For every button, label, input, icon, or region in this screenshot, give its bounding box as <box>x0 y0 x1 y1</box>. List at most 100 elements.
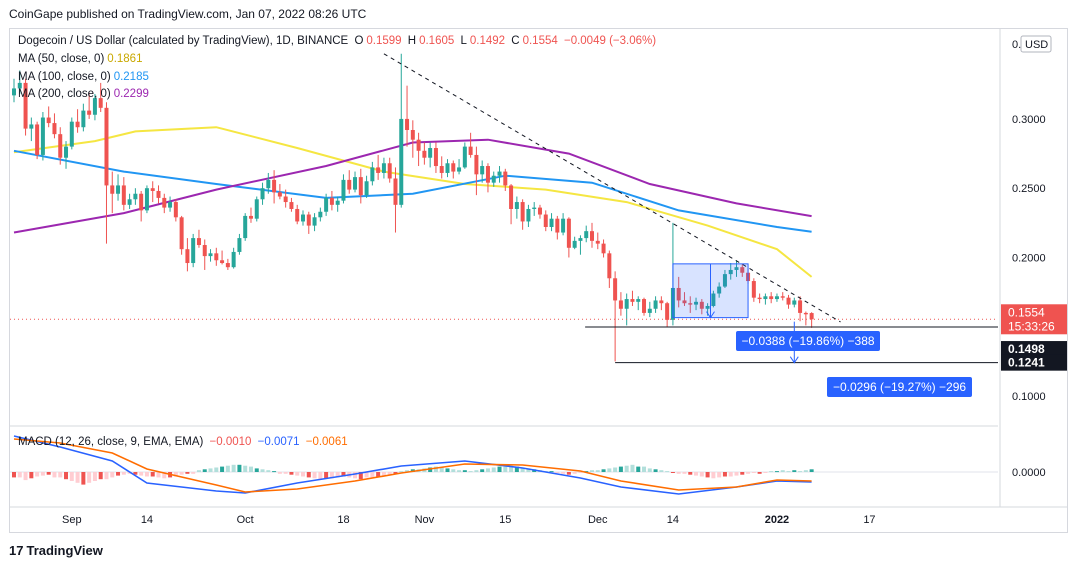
macd-histogram-bar <box>237 464 242 472</box>
candle-body <box>277 192 282 197</box>
time-tick-label: Nov <box>415 514 435 526</box>
ma50-legend[interactable]: MA (50, close, 0) 0.1861 <box>18 53 145 65</box>
time-tick-label: 14 <box>141 514 153 526</box>
time-tick-label: 18 <box>337 514 349 526</box>
macd-histogram-bar <box>618 466 623 472</box>
macd-histogram-bar <box>803 470 808 472</box>
macd-histogram-bar <box>254 468 259 472</box>
candle-body <box>69 121 74 147</box>
candle-body <box>491 175 496 183</box>
ohlc-open-value: 0.1599 <box>366 35 402 47</box>
macd-histogram-bar <box>561 472 566 474</box>
macd-histogram-bar <box>393 472 398 474</box>
time-tick-label: Sep <box>62 514 82 526</box>
macd-histogram-bar <box>75 472 80 483</box>
candle-body <box>618 300 623 309</box>
candle-body <box>763 296 768 300</box>
macd-histogram-bar <box>584 471 589 473</box>
candle-body <box>451 163 456 172</box>
macd-histogram-bar <box>734 472 739 476</box>
candle-body <box>144 188 149 211</box>
ohlc-high-value: 0.1605 <box>419 35 455 47</box>
descending-trendline[interactable] <box>383 53 841 323</box>
candle-body <box>740 267 745 273</box>
macd-histogram-bar <box>376 472 381 477</box>
time-tick-label: Dec <box>588 514 608 526</box>
macd-histogram-bar <box>208 468 213 472</box>
macd-histogram-bar <box>225 465 230 472</box>
chart-panel[interactable]: 0.10000.15000.20000.25000.30000.USDSep14… <box>9 28 1068 533</box>
candle-body <box>370 167 375 182</box>
ohlc-high-label: H <box>407 35 417 47</box>
candle-body <box>410 130 415 140</box>
candle-body <box>46 117 51 124</box>
candle-body <box>185 249 190 264</box>
range-measure-arrowhead <box>706 311 715 319</box>
candle-body <box>688 303 693 305</box>
macd-histogram-bar <box>676 472 681 474</box>
candle-body <box>751 281 756 298</box>
macd-histogram-bar <box>682 472 687 474</box>
macd-histogram-bar <box>769 471 774 473</box>
candle-body <box>341 179 346 201</box>
price-tick-label: 0.1000 <box>1012 391 1046 403</box>
candle-body <box>636 299 641 302</box>
macd-histogram-bar <box>202 469 207 472</box>
candle-body <box>780 296 785 298</box>
candle-body <box>191 238 196 264</box>
macd-histogram-bar <box>52 472 57 478</box>
candle-body <box>480 166 485 175</box>
macd-histogram-bar <box>774 471 779 473</box>
last-price-value: 0.1554 <box>1008 305 1045 319</box>
macd-histogram-bar <box>694 472 699 476</box>
candle-body <box>40 117 45 155</box>
candle-body <box>428 148 433 158</box>
tradingview-logo[interactable]: 17 TradingView <box>9 543 103 558</box>
candle-body <box>786 297 791 305</box>
time-tick-label: 14 <box>667 514 679 526</box>
candle-body <box>445 163 450 173</box>
currency-button[interactable] <box>1020 35 1052 53</box>
candle-body <box>734 267 739 270</box>
macd-histogram-bar <box>705 472 710 478</box>
ma100-value: 0.2185 <box>113 71 149 83</box>
macd-histogram-bar <box>578 472 583 473</box>
macd-histogram-bar <box>381 472 386 476</box>
candle-body <box>162 197 167 208</box>
macd-histogram-bar <box>295 472 300 476</box>
symbol-legend: Dogecoin / US Dollar (calculated by Trad… <box>18 35 659 47</box>
macd-histogram-bar <box>12 472 16 478</box>
macd-histogram-bar <box>659 470 664 472</box>
macd-histogram-bar <box>428 467 433 472</box>
candle-body <box>555 218 560 233</box>
drop-measure-arrowhead <box>789 356 799 364</box>
macd-line-value: −0.0071 <box>257 436 300 448</box>
candle-body <box>653 300 658 309</box>
ma100-legend[interactable]: MA (100, close, 0) 0.2185 <box>18 71 152 83</box>
candle-body <box>416 139 421 151</box>
candle-body <box>405 118 410 130</box>
ma200-legend[interactable]: MA (200, close, 0) 0.2299 <box>18 88 152 100</box>
candle-body <box>196 238 201 246</box>
candle-body <box>647 308 652 313</box>
macd-histogram-bar <box>35 472 40 477</box>
candle-body <box>52 123 57 135</box>
macd-histogram-bar <box>98 472 103 480</box>
macd-histogram-bar <box>335 472 340 478</box>
price-chart-svg[interactable]: 0.10000.15000.20000.25000.30000.USDSep14… <box>10 29 1068 533</box>
candle-body <box>75 121 80 128</box>
candle-body <box>705 305 710 309</box>
macd-histogram-bar <box>364 472 369 478</box>
macd-histogram-bar <box>17 472 22 478</box>
candle-body <box>121 185 126 205</box>
candle-body <box>566 218 571 248</box>
macd-histogram-bar <box>728 472 733 477</box>
macd-histogram-bar <box>433 466 438 472</box>
macd-legend[interactable]: MACD (12, 26, close, 9, EMA, EMA) −0.001… <box>18 436 351 448</box>
macd-histogram-bar <box>110 472 115 478</box>
candle-body <box>537 207 542 215</box>
candle-body <box>139 193 144 211</box>
macd-histogram-bar <box>607 468 612 472</box>
candle-body <box>231 251 236 268</box>
candle-body <box>110 185 115 194</box>
